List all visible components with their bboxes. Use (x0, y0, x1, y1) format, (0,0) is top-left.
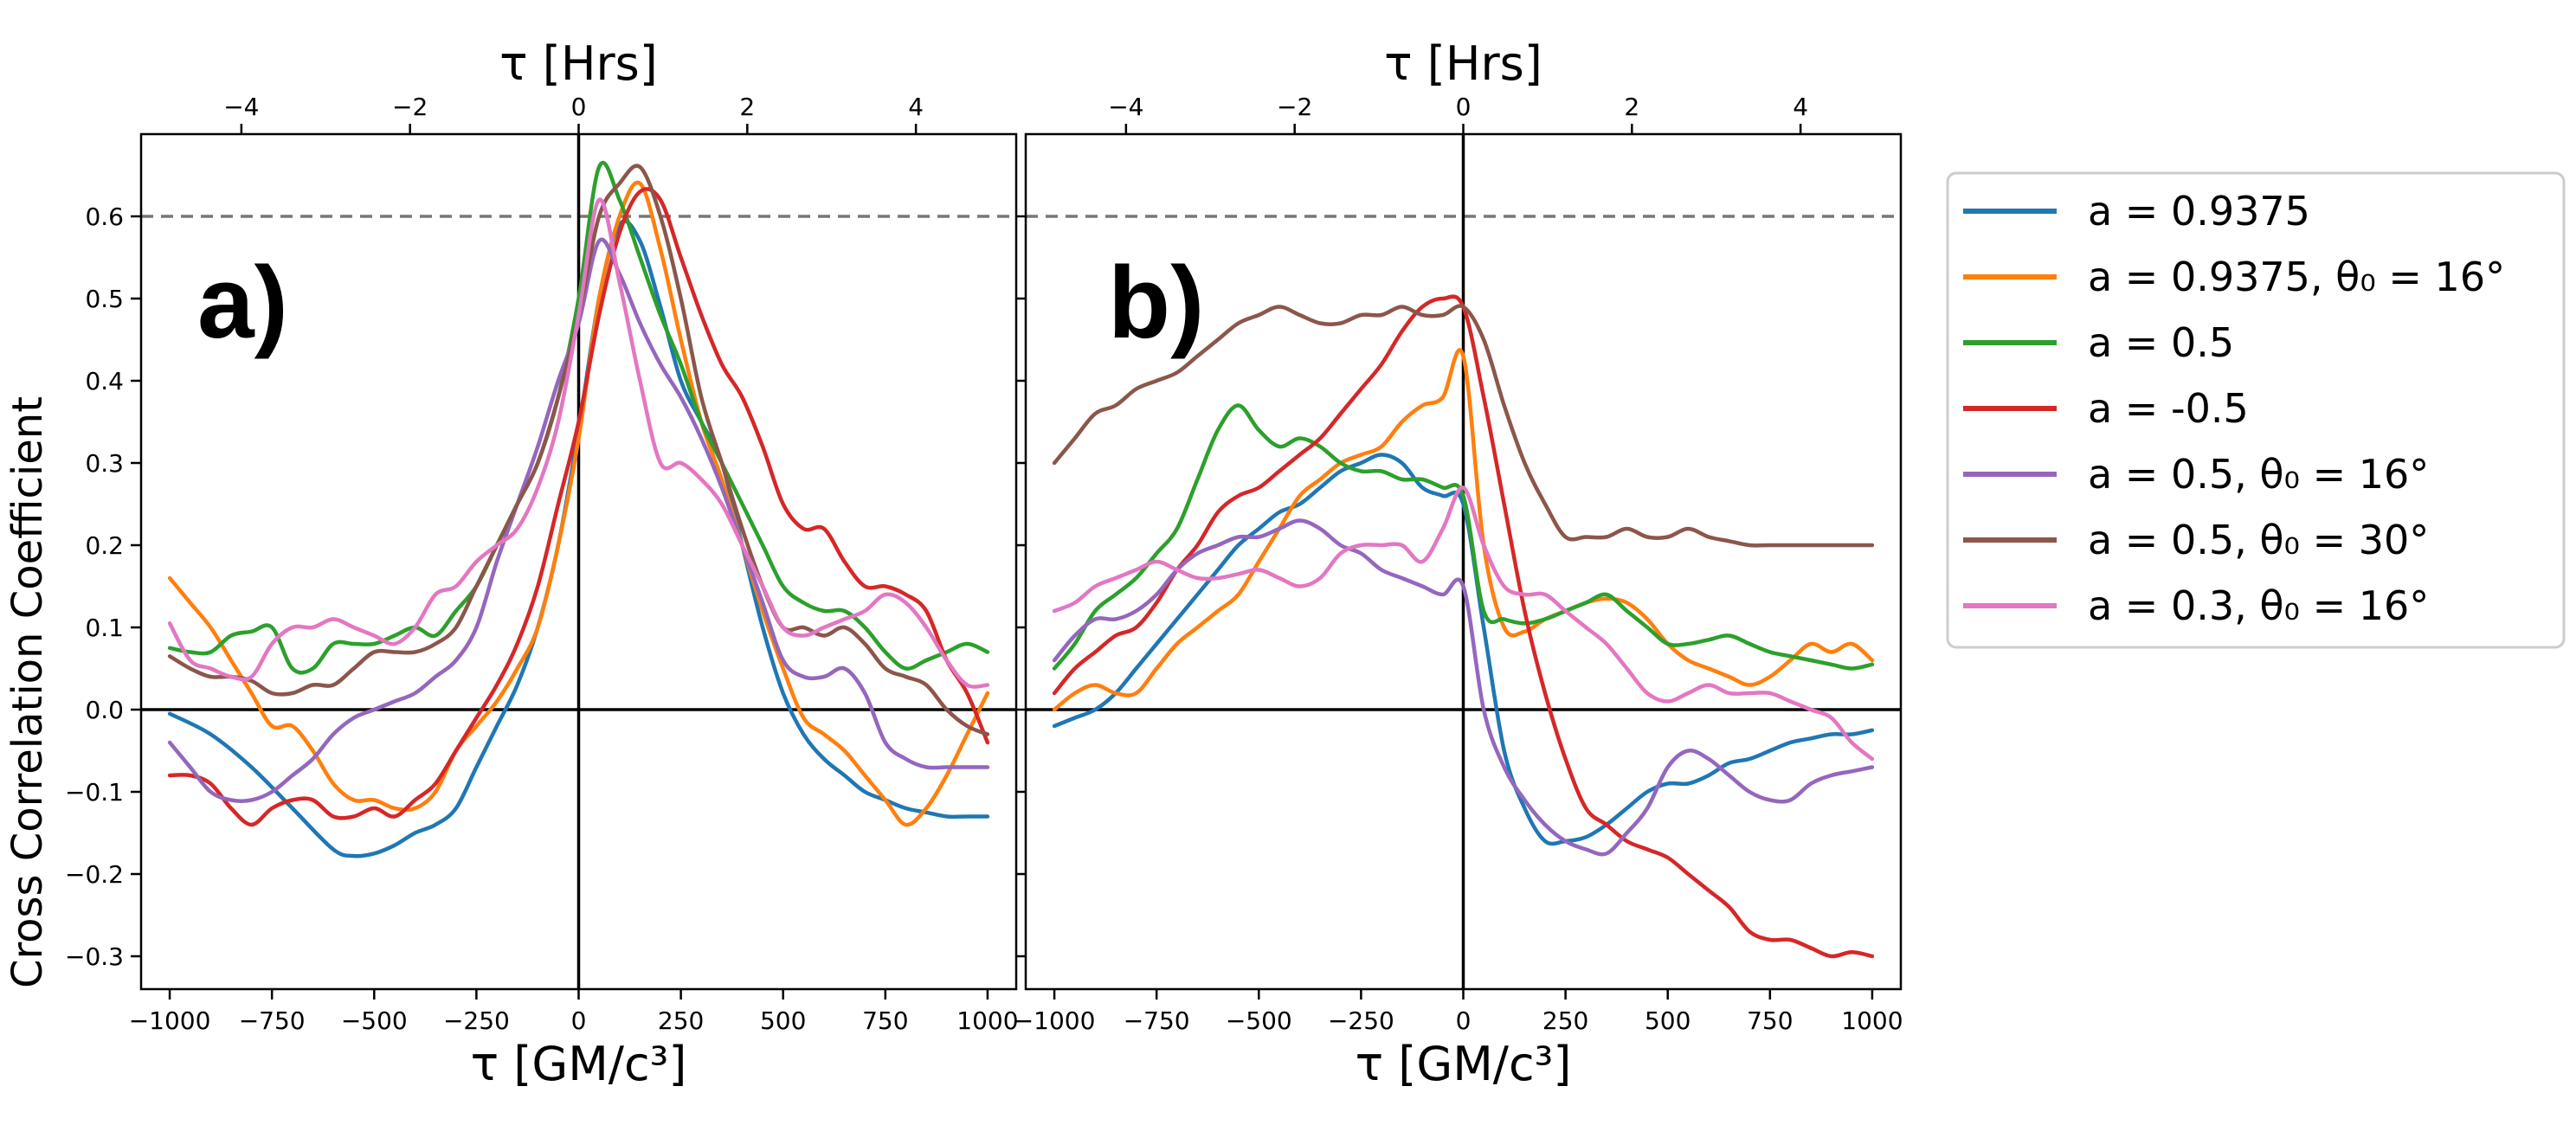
series-line-3 (1052, 294, 1875, 959)
top-x-tick-label: −4 (1108, 93, 1143, 121)
top-x-tick-label: 0 (1456, 93, 1472, 121)
x-tick-label: 750 (862, 1006, 908, 1035)
series-group (167, 160, 990, 858)
x-tick-label: 500 (1645, 1006, 1690, 1035)
y-axis-label: Cross Correlation Coefficient (3, 396, 52, 988)
legend-label-1: a = 0.9375, θ₀ = 16° (2088, 254, 2505, 300)
x-tick-label: −500 (341, 1006, 408, 1035)
x-tick-label: −750 (1124, 1006, 1190, 1035)
x-tick-label: −250 (1328, 1006, 1394, 1035)
top-x-tick-label: 4 (908, 93, 924, 121)
x-tick-label: 0 (1456, 1006, 1472, 1035)
x-tick-label: 500 (760, 1006, 806, 1035)
y-tick-label: −0.2 (65, 860, 124, 889)
x-tick-label: −500 (1226, 1006, 1292, 1035)
series-line-3 (167, 187, 990, 827)
legend: a = 0.9375 a = 0.9375, θ₀ = 16° a = 0.5 a =… (1946, 171, 2566, 649)
top-x-axis-label: τ [Hrs] (499, 36, 658, 91)
x-tick-label: −1000 (1014, 1006, 1096, 1035)
series-line-2 (167, 160, 990, 675)
y-tick-label: 0.5 (85, 285, 124, 313)
legend-label-2: a = 0.5 (2088, 319, 2234, 366)
panel-label: a) (197, 246, 288, 360)
top-x-tick-label: 2 (739, 93, 755, 121)
series-line-2 (1052, 403, 1875, 671)
legend-frame (1946, 171, 2566, 649)
legend-label-4: a = 0.5, θ₀ = 16° (2088, 451, 2429, 498)
x-tick-label: −750 (239, 1006, 306, 1035)
x-tick-label: 0 (571, 1006, 587, 1035)
top-x-axis-label: τ [Hrs] (1384, 36, 1542, 91)
x-tick-label: 750 (1747, 1006, 1793, 1035)
series-line-6 (167, 197, 990, 689)
panel-a: −1000 −750 −500 −250 0 250 500 750 1000 −4 −2 0 2 4 −0… (65, 36, 1019, 1091)
x-tick-label: 1000 (956, 1006, 1018, 1035)
x-tick-label: 250 (658, 1006, 704, 1035)
series-group (1052, 294, 1875, 959)
top-x-tick-label: −4 (223, 93, 259, 121)
x-tick-label: 250 (1542, 1006, 1588, 1035)
top-x-tick-label: 0 (571, 93, 587, 121)
y-tick-label: 0.0 (85, 696, 124, 724)
top-x-tick-label: 2 (1624, 93, 1639, 121)
y-tick-label: 0.1 (85, 614, 124, 642)
panel-label: b) (1108, 246, 1204, 360)
y-tick-label: −0.1 (65, 778, 124, 807)
top-x-tick-label: −2 (1277, 93, 1312, 121)
y-tick-label: 0.2 (85, 531, 124, 560)
y-tick-label: 0.4 (85, 367, 124, 395)
legend-label-3: a = -0.5 (2088, 385, 2249, 432)
x-tick-label: −1000 (129, 1006, 211, 1035)
panel-b: −1000 −750 −500 −250 0 250 500 750 1000 −4 −2 0 2 4 τ … (1014, 36, 1903, 1091)
top-x-tick-label: 4 (1793, 93, 1808, 121)
series-line-6 (1052, 485, 1875, 762)
y-tick-label: −0.3 (65, 942, 124, 971)
legend-label-0: a = 0.9375 (2088, 188, 2310, 235)
x-axis-label: τ [GM/c³] (1356, 1037, 1572, 1091)
legend-label-5: a = 0.5, θ₀ = 30° (2088, 517, 2429, 563)
y-tick-label: 0.3 (85, 449, 124, 478)
legend-label-6: a = 0.3, θ₀ = 16° (2088, 582, 2429, 629)
series-line-5 (1052, 304, 1875, 548)
x-tick-label: −250 (443, 1006, 510, 1035)
y-tick-label: 0.6 (85, 202, 124, 231)
series-line-1 (1052, 348, 1875, 712)
x-axis-label: τ [GM/c³] (471, 1037, 687, 1091)
series-line-4 (1052, 518, 1875, 857)
top-x-tick-label: −2 (392, 93, 428, 121)
x-tick-label: 1000 (1841, 1006, 1903, 1035)
